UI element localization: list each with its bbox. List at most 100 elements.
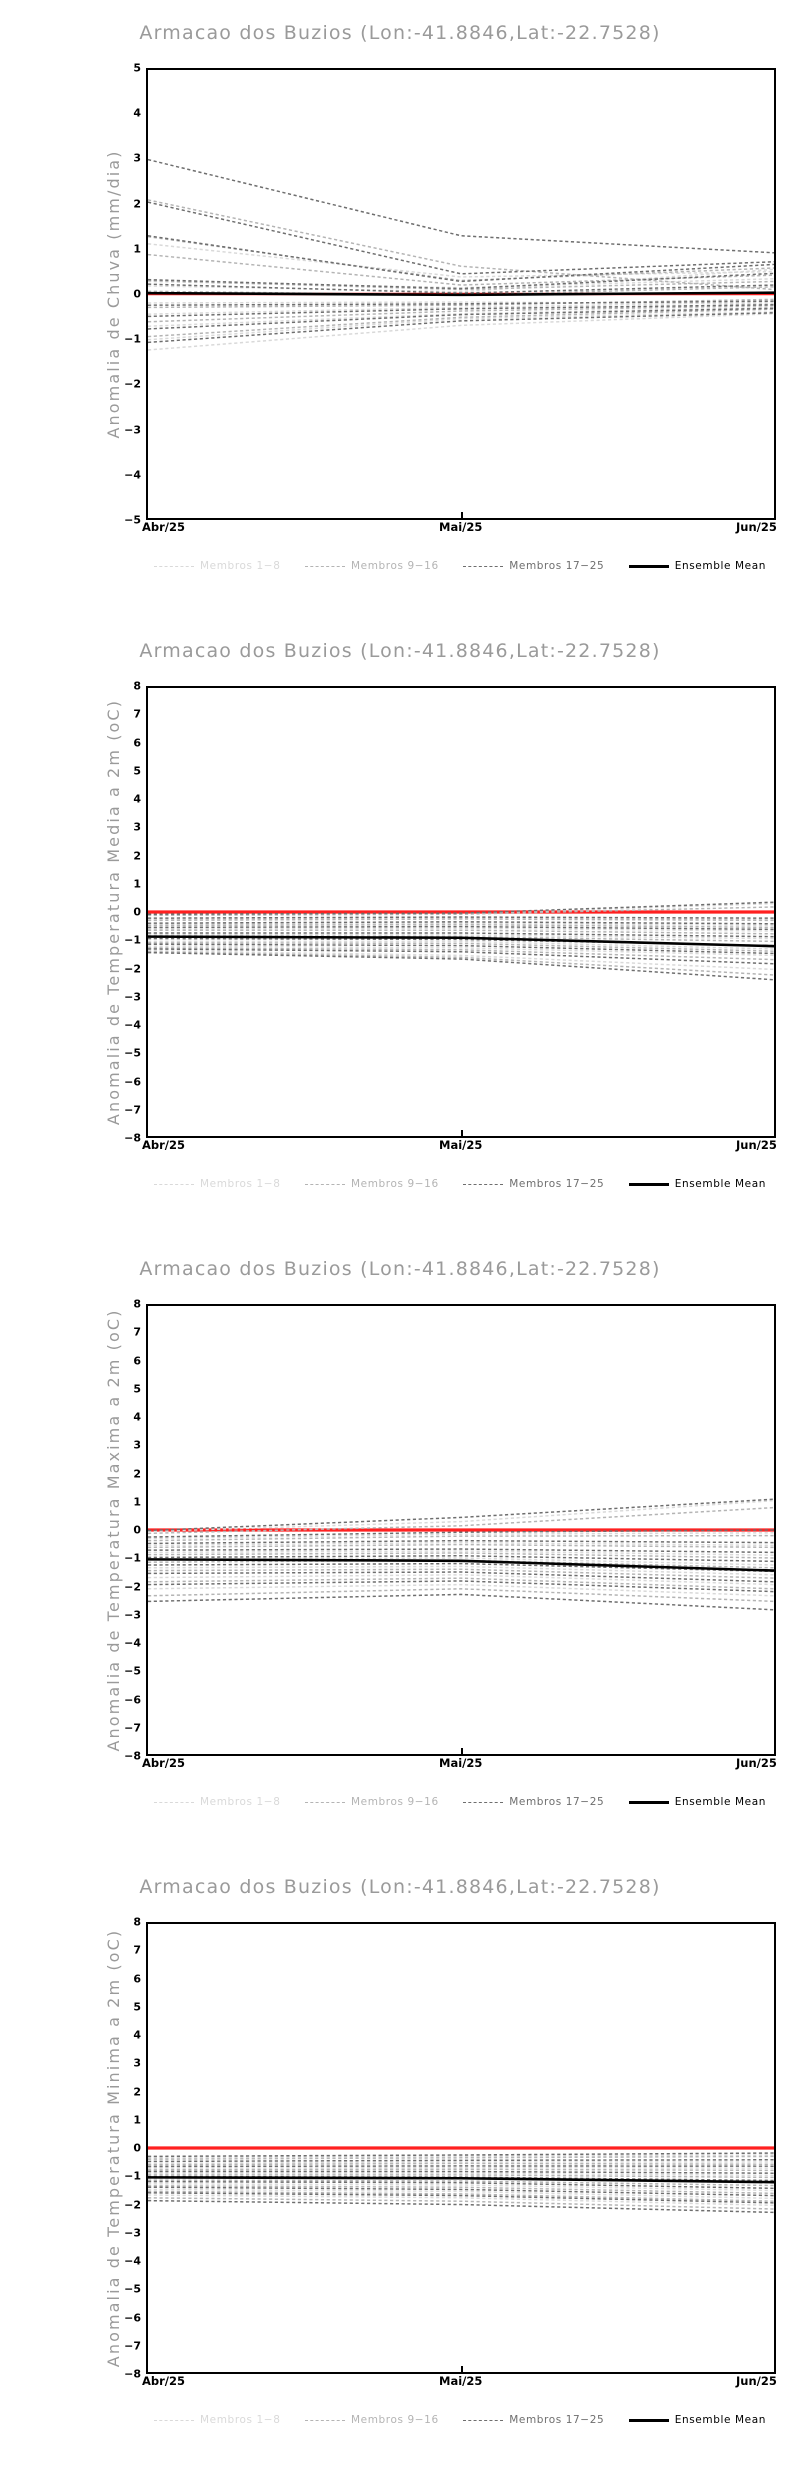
member-line xyxy=(148,2154,774,2159)
legend-item[interactable]: Membros 9−16 xyxy=(304,1796,439,1808)
member-line xyxy=(148,921,774,925)
member-line xyxy=(148,300,774,306)
member-line xyxy=(148,1532,774,1540)
chart-legend: Membros 1−8 Membros 9−16 Membros 17−25 Ense… xyxy=(146,1792,776,1812)
member-line xyxy=(148,1539,774,1545)
series-lines xyxy=(148,2146,774,2214)
legend-label: Membros 9−16 xyxy=(350,560,439,572)
y-tick-label: −1 xyxy=(124,933,141,947)
member-line xyxy=(148,943,774,955)
legend-swatch-icon xyxy=(154,2419,194,2421)
y-tick-label: 3 xyxy=(133,820,141,834)
member-line xyxy=(148,1552,774,1559)
x-tick-label: Abr/25 xyxy=(142,1756,186,1770)
member-line xyxy=(148,947,774,961)
legend-item[interactable]: Ensemble Mean xyxy=(628,1178,766,1190)
x-tick-mark xyxy=(461,1748,463,1756)
member-line xyxy=(148,279,774,291)
member-line xyxy=(148,929,774,935)
legend-item[interactable]: Membros 1−8 xyxy=(154,2414,281,2426)
legend-item[interactable]: Membros 1−8 xyxy=(154,560,281,572)
chart-panel: Armacao dos Buzios (Lon:-41.8846,Lat:-22… xyxy=(0,618,800,1236)
member-line xyxy=(148,1593,774,1611)
member-line xyxy=(148,951,774,976)
member-line xyxy=(148,253,774,286)
member-line xyxy=(148,940,774,950)
y-tick-label: 6 xyxy=(133,1972,141,1985)
member-line xyxy=(148,925,774,931)
legend-item[interactable]: Membros 17−25 xyxy=(463,2414,604,2426)
y-tick-label: 0 xyxy=(133,905,141,919)
y-tick-label: 3 xyxy=(133,1438,141,1452)
y-tick-label: 7 xyxy=(133,1943,141,1957)
legend-label: Membros 17−25 xyxy=(509,560,605,572)
member-line xyxy=(148,1534,774,1542)
legend-swatch-icon xyxy=(304,1183,345,1185)
x-tick-label: Mai/25 xyxy=(439,2374,483,2388)
legend-item[interactable]: Membros 17−25 xyxy=(463,560,604,572)
y-axis-label: Anomalia de Temperatura Minima a 2m (oC) xyxy=(103,1928,123,2368)
y-tick-label: 0 xyxy=(133,287,141,301)
legend-swatch-icon xyxy=(463,2419,504,2421)
y-tick-label: −5 xyxy=(124,513,141,527)
legend-item[interactable]: Membros 1−8 xyxy=(154,1178,281,1190)
member-line xyxy=(148,2188,774,2200)
member-line xyxy=(148,933,774,940)
member-line xyxy=(148,1543,774,1549)
member-line xyxy=(148,272,774,290)
member-line xyxy=(148,2159,774,2163)
y-axis-label-wrapper: Anomalia de Temperatura Minima a 2m (oC) xyxy=(100,1922,126,2374)
y-tick-label: −5 xyxy=(124,1664,141,1678)
member-line xyxy=(148,918,774,922)
legend-label: Membros 17−25 xyxy=(509,2414,605,2426)
legend-item[interactable]: Ensemble Mean xyxy=(628,1796,766,1808)
member-line xyxy=(148,906,774,917)
legend-swatch-icon xyxy=(463,1801,504,1803)
legend-item[interactable]: Membros 9−16 xyxy=(304,1178,439,1190)
member-line xyxy=(148,1562,774,1573)
legend-item[interactable]: Membros 9−16 xyxy=(304,2414,439,2426)
member-line xyxy=(148,1541,774,1547)
member-line xyxy=(148,922,774,927)
legend-item[interactable]: Membros 17−25 xyxy=(463,1178,604,1190)
x-tick-mark xyxy=(461,1130,463,1138)
member-line xyxy=(148,304,774,323)
member-line xyxy=(148,2183,774,2192)
legend-label: Membros 9−16 xyxy=(350,2414,439,2426)
legend-item[interactable]: Membros 1−8 xyxy=(154,1796,281,1808)
y-tick-label: 0 xyxy=(133,1523,141,1537)
x-tick-label: Mai/25 xyxy=(439,1138,483,1152)
member-line xyxy=(148,2186,774,2197)
legend-label: Ensemble Mean xyxy=(674,1178,766,1190)
y-tick-label: −3 xyxy=(124,990,141,1004)
plot-area xyxy=(146,68,776,520)
x-tick-mark xyxy=(461,512,463,520)
member-line xyxy=(148,199,774,291)
x-axis-ticks: Abr/25 Mai/25 Jun/25 xyxy=(142,2366,777,2394)
ensemble-mean-line xyxy=(148,291,774,297)
legend-label: Ensemble Mean xyxy=(674,560,766,572)
y-tick-label: −3 xyxy=(124,423,141,437)
y-tick-label: −6 xyxy=(124,1075,141,1088)
y-tick-label: −4 xyxy=(124,2254,141,2268)
member-line xyxy=(148,2174,774,2179)
legend-item[interactable]: Membros 17−25 xyxy=(463,1796,604,1808)
member-line xyxy=(148,2155,774,2160)
plot-area xyxy=(146,1922,776,2374)
member-line xyxy=(148,923,774,929)
legend-label: Membros 9−16 xyxy=(350,1796,439,1808)
member-line xyxy=(148,2199,774,2214)
x-axis-ticks: Abr/25 Mai/25 Jun/25 xyxy=(142,1748,777,1776)
member-line xyxy=(148,945,774,957)
legend-item[interactable]: Ensemble Mean xyxy=(628,2414,766,2426)
member-line xyxy=(148,2179,774,2187)
y-tick-label: −2 xyxy=(124,962,141,975)
y-tick-label: −2 xyxy=(124,2198,141,2211)
y-tick-label: 2 xyxy=(133,2085,141,2098)
legend-item[interactable]: Ensemble Mean xyxy=(628,560,766,572)
legend-swatch-icon xyxy=(628,1800,669,1804)
legend-label: Membros 17−25 xyxy=(509,1178,605,1190)
y-tick-label: −3 xyxy=(124,2226,141,2240)
legend-item[interactable]: Membros 9−16 xyxy=(304,560,439,572)
y-tick-label: 8 xyxy=(133,1297,141,1311)
